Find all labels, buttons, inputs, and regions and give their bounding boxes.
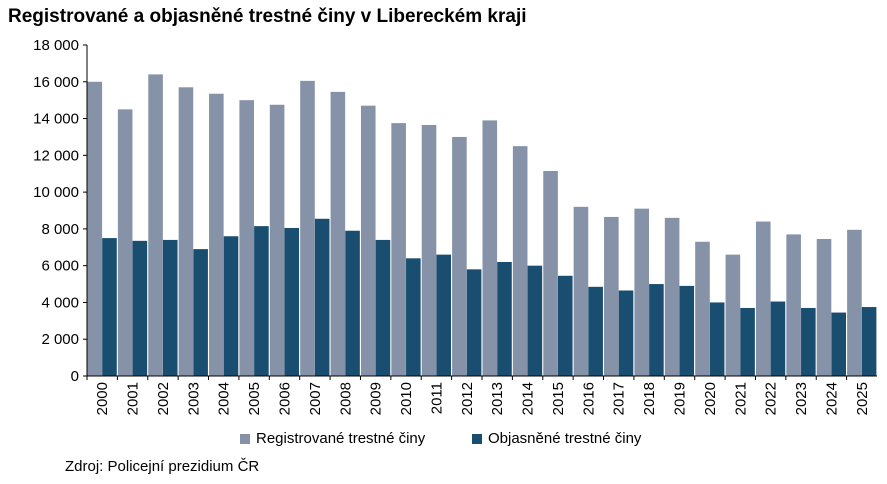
bar-registered — [239, 100, 255, 377]
x-tick-label: 2006 — [277, 382, 294, 415]
bar-solved — [254, 226, 269, 376]
legend-item-registered: Registrované trestné činy — [240, 430, 425, 447]
x-tick-label: 2016 — [580, 382, 597, 415]
bar-solved — [618, 290, 634, 376]
bar-solved — [497, 261, 512, 376]
bar-solved — [406, 258, 421, 376]
x-tick-label: 2015 — [550, 382, 567, 415]
source-note: Zdroj: Policejní prezidium ČR — [65, 458, 260, 475]
legend-label-solved: Objasněné trestné činy — [488, 430, 642, 447]
x-tick-label: 2001 — [125, 382, 142, 415]
x-tick-label: 2005 — [246, 382, 263, 415]
x-tick-label: 2002 — [155, 382, 172, 415]
bar-registered — [117, 109, 133, 376]
bar-registered — [816, 239, 832, 376]
bar-solved — [375, 239, 391, 376]
bar-solved — [436, 254, 452, 376]
x-tick-label: 2014 — [520, 382, 537, 415]
x-tick-label: 2017 — [611, 382, 628, 415]
bar-solved — [557, 275, 573, 376]
x-tick-label: 2008 — [337, 382, 354, 415]
bar-solved — [102, 238, 117, 376]
x-tick-label: 2023 — [793, 382, 810, 415]
bar-solved — [314, 218, 330, 376]
bar-solved — [679, 285, 695, 376]
y-tick-label: 18 000 — [33, 37, 79, 54]
bar-registered — [725, 254, 741, 376]
legend-swatch-registered — [240, 433, 250, 444]
bar-registered — [391, 123, 406, 377]
x-tick-label: 2019 — [672, 382, 689, 415]
bar-solved — [831, 312, 847, 376]
bar-solved — [649, 284, 664, 376]
y-tick-label: 14 000 — [33, 111, 79, 128]
bar-registered — [664, 217, 680, 376]
x-tick-label: 2007 — [307, 382, 324, 415]
bar-registered — [543, 170, 558, 376]
legend-label-registered: Registrované trestné činy — [256, 430, 426, 447]
x-tick-label: 2021 — [732, 382, 749, 415]
x-tick-label: 2013 — [489, 382, 506, 415]
x-tick-label: 2010 — [398, 382, 415, 415]
bar-registered — [847, 229, 862, 376]
bar-solved — [345, 230, 360, 376]
chart-title: Registrované a objasněné trestné činy v … — [8, 6, 527, 27]
bar-registered — [421, 124, 437, 376]
y-tick-label: 0 — [71, 368, 79, 385]
bar-registered — [512, 146, 528, 376]
bar-registered — [755, 221, 771, 376]
bar-registered — [360, 105, 376, 376]
x-tick-label: 2003 — [185, 382, 202, 415]
x-tick-label: 2022 — [763, 382, 780, 415]
bar-registered — [178, 87, 194, 377]
x-tick-label: 2000 — [94, 382, 111, 415]
bar-registered — [786, 234, 801, 376]
bar-solved — [588, 286, 603, 376]
bar-solved — [527, 265, 543, 376]
x-tick-label: 2025 — [854, 382, 871, 415]
bar-registered — [269, 104, 285, 376]
bar-registered — [604, 216, 619, 376]
bar-solved — [193, 249, 208, 376]
bar-solved — [162, 239, 178, 376]
x-tick-label: 2018 — [641, 382, 658, 415]
bar-registered — [148, 74, 163, 376]
x-tick-label: 2011 — [428, 382, 445, 414]
y-tick-label: 4 000 — [41, 294, 79, 311]
y-tick-label: 6 000 — [41, 258, 79, 275]
bar-solved — [801, 307, 816, 376]
bar-registered — [452, 136, 467, 376]
bar-registered — [634, 208, 650, 376]
y-tick-label: 10 000 — [33, 184, 79, 201]
bar-solved — [861, 307, 877, 376]
bar-solved — [284, 227, 300, 376]
x-tick-label: 2004 — [216, 382, 233, 415]
bar-solved — [223, 236, 239, 376]
bar-registered — [695, 241, 710, 376]
legend-swatch-solved — [472, 433, 482, 444]
y-tick-label: 8 000 — [41, 221, 79, 238]
bar-solved — [132, 240, 148, 376]
bar-registered — [87, 81, 103, 377]
x-tick-label: 2012 — [459, 382, 476, 415]
y-tick-label: 12 000 — [33, 147, 79, 164]
bar-registered — [482, 120, 498, 377]
y-tick-label: 2 000 — [41, 331, 79, 348]
bar-solved — [466, 269, 482, 376]
x-tick-label: 2024 — [823, 382, 840, 415]
x-tick-label: 2020 — [702, 382, 719, 415]
bar-registered — [330, 91, 346, 377]
bar-registered — [300, 80, 315, 376]
bar-solved — [770, 301, 786, 376]
x-tick-label: 2009 — [368, 382, 385, 415]
legend-item-solved: Objasněné trestné činy — [472, 430, 641, 447]
bar-registered — [573, 206, 589, 376]
bar-registered — [209, 93, 224, 376]
bar-solved — [709, 302, 725, 376]
bar-solved — [740, 307, 755, 376]
y-tick-label: 16 000 — [33, 74, 79, 91]
